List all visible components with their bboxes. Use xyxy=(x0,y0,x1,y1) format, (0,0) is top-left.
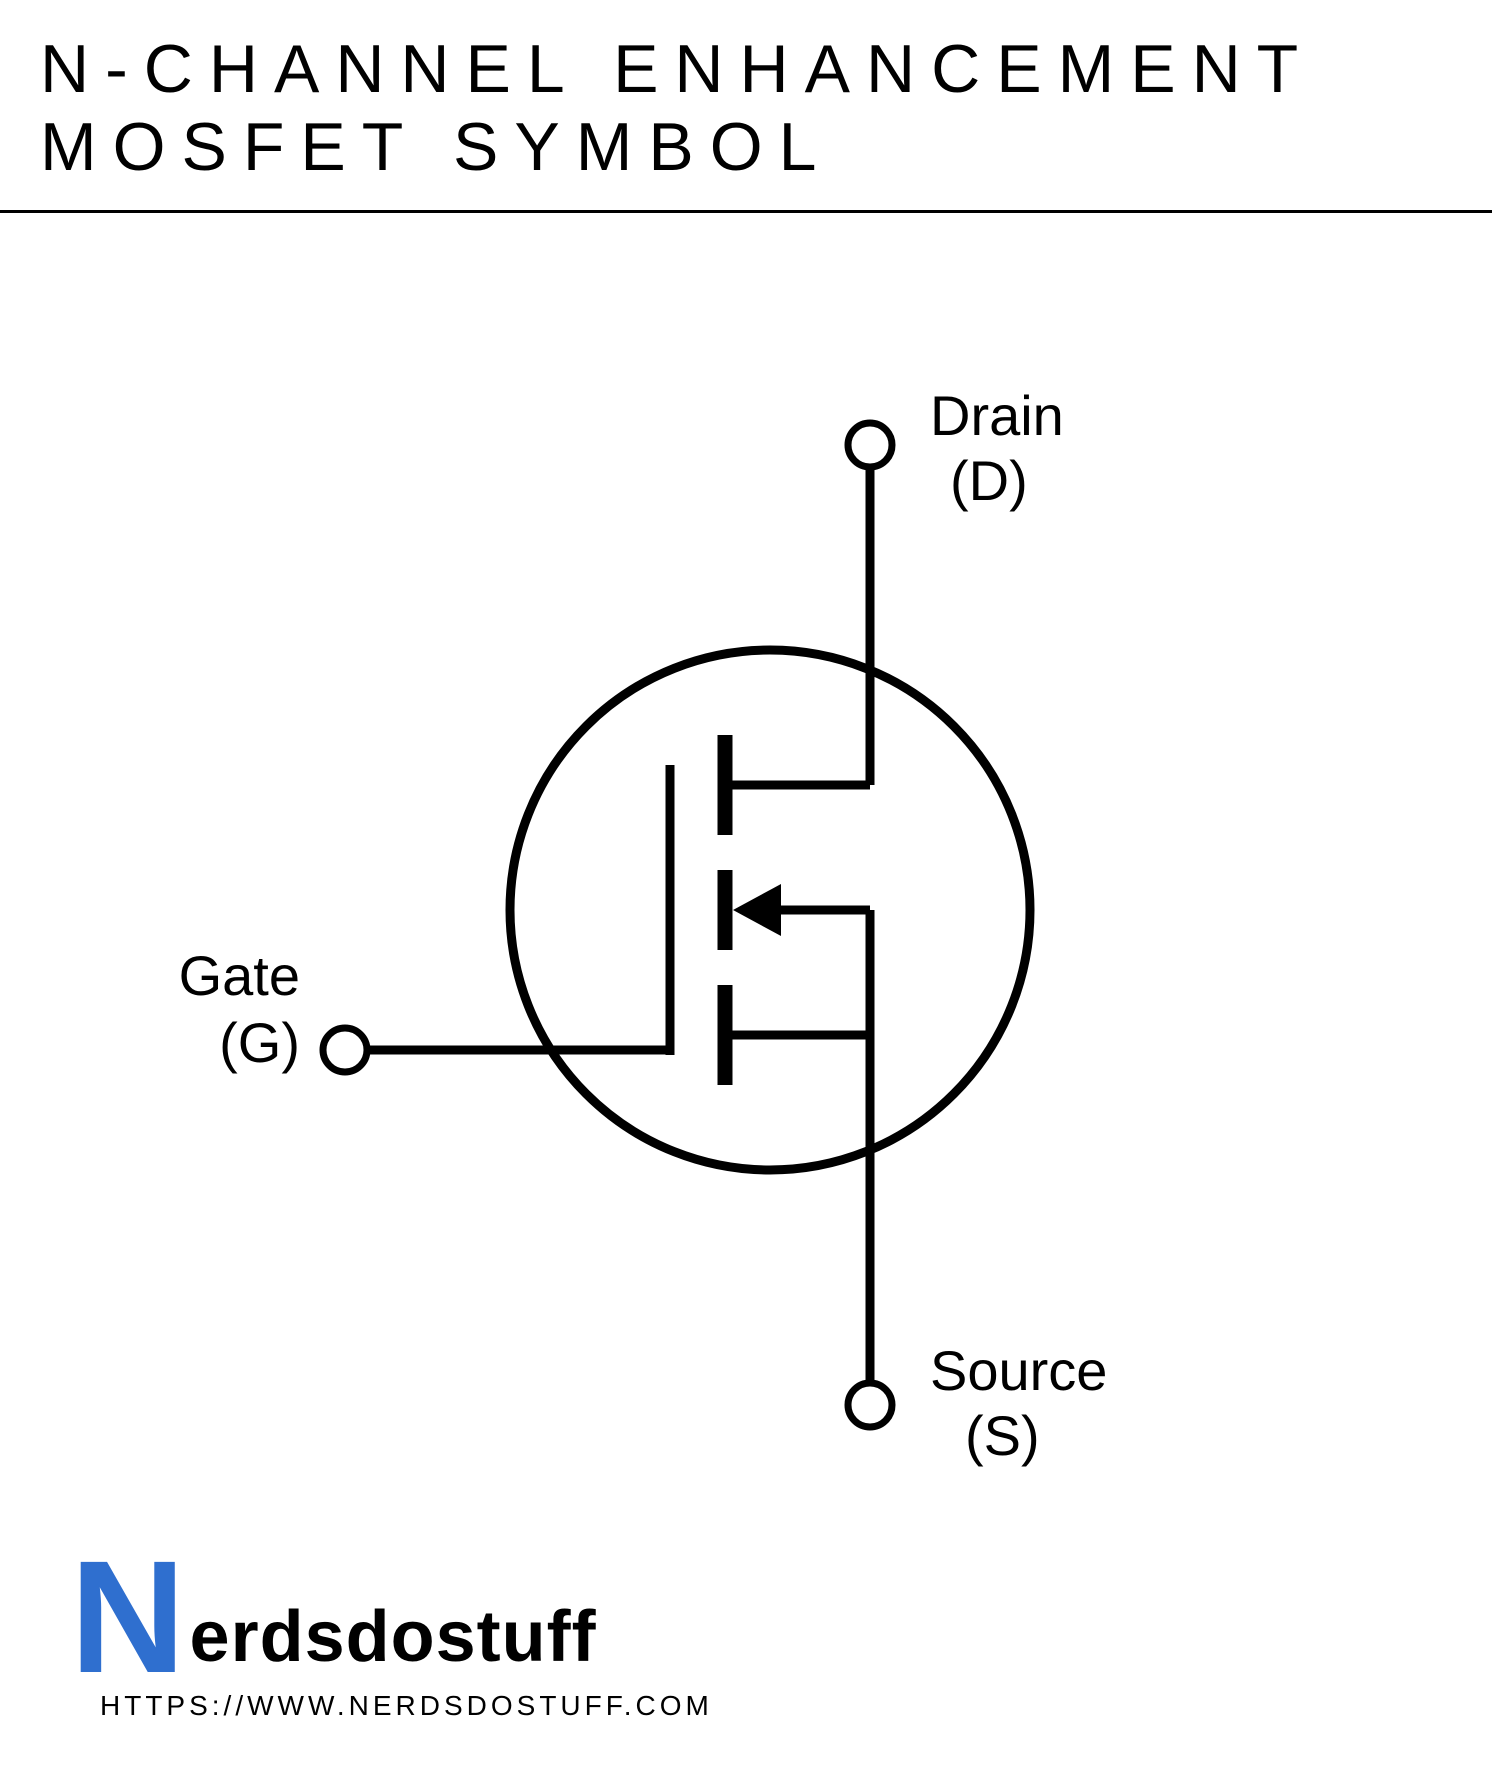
page-root: N-CHANNEL ENHANCEMENT MOSFET SYMBOL Drai… xyxy=(0,0,1492,1770)
source-abbr: (S) xyxy=(965,1404,1040,1467)
logo-big-letter: N xyxy=(70,1555,186,1680)
drain-abbr: (D) xyxy=(950,449,1028,512)
source-terminal-icon xyxy=(848,1383,892,1427)
site-url: HTTPS://WWW.NERDSDOSTUFF.COM xyxy=(100,1690,713,1722)
source-label: Source xyxy=(930,1339,1107,1402)
gate-abbr: (G) xyxy=(219,1011,300,1074)
body-arrow-icon xyxy=(733,884,781,936)
mosfet-diagram: Drain (D) Gate (G) Source (S) xyxy=(0,210,1492,1510)
page-title: N-CHANNEL ENHANCEMENT MOSFET SYMBOL xyxy=(40,30,1492,186)
logo-wordmark: erdsdostuff xyxy=(190,1596,597,1678)
gate-terminal-icon xyxy=(323,1028,367,1072)
gate-label: Gate xyxy=(179,944,300,1007)
drain-terminal-icon xyxy=(848,423,892,467)
site-logo: N erdsdostuff xyxy=(70,1555,597,1680)
drain-label: Drain xyxy=(930,384,1064,447)
